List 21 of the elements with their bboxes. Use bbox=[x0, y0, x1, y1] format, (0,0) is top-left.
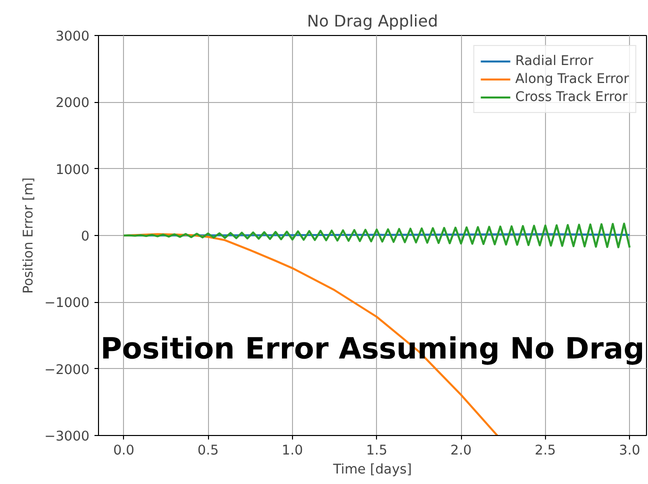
x-tick-label: 0.0 bbox=[113, 444, 134, 458]
y-tick-label: 0 bbox=[81, 230, 90, 244]
y-tick-label: −2000 bbox=[44, 362, 90, 378]
legend-label: Cross Track Error bbox=[515, 88, 628, 106]
y-axis-title: Position Error [m] bbox=[21, 177, 36, 294]
legend-label: Along Track Error bbox=[515, 70, 629, 88]
y-tick-label: −3000 bbox=[44, 430, 90, 444]
x-tick-label: 3.0 bbox=[619, 444, 640, 458]
y-tick-label: −1000 bbox=[44, 296, 90, 312]
y-tick-label: 3000 bbox=[56, 30, 90, 44]
x-tick-label: 1.5 bbox=[366, 444, 388, 458]
x-tick-label: 1.0 bbox=[282, 444, 304, 458]
x-tick-label: 0.5 bbox=[198, 444, 219, 458]
x-tick-label: 2.5 bbox=[534, 444, 556, 458]
legend-label: Radial Error bbox=[515, 52, 594, 70]
x-tick-label: 2.0 bbox=[450, 444, 472, 458]
y-tick-label: 1000 bbox=[56, 162, 90, 178]
line-series bbox=[122, 222, 631, 248]
chart-title: No Drag Applied bbox=[307, 12, 438, 30]
x-axis-title: Time [days] bbox=[332, 462, 412, 478]
y-tick-label: 2000 bbox=[56, 96, 90, 112]
